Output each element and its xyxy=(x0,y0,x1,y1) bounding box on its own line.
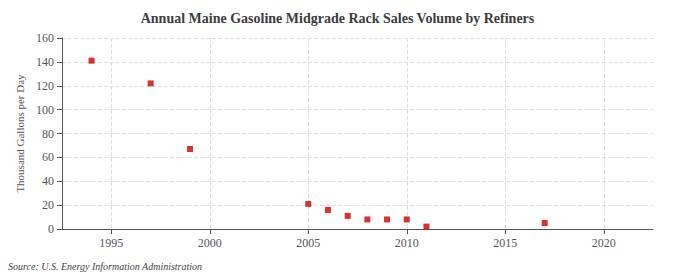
svg-text:2005: 2005 xyxy=(296,236,320,250)
svg-text:40: 40 xyxy=(42,174,54,188)
svg-text:140: 140 xyxy=(36,55,54,69)
svg-text:1995: 1995 xyxy=(99,236,123,250)
svg-text:2015: 2015 xyxy=(493,236,517,250)
svg-text:80: 80 xyxy=(42,127,54,141)
svg-text:2010: 2010 xyxy=(395,236,419,250)
svg-text:2000: 2000 xyxy=(198,236,222,250)
svg-text:20: 20 xyxy=(42,198,54,212)
svg-text:Annual Maine Gasoline Midgrade: Annual Maine Gasoline Midgrade Rack Sale… xyxy=(141,11,535,26)
svg-text:160: 160 xyxy=(36,31,54,45)
svg-text:Source: U.S. Energy Informatio: Source: U.S. Energy Information Administ… xyxy=(8,261,202,272)
svg-text:100: 100 xyxy=(36,103,54,117)
svg-text:2020: 2020 xyxy=(592,236,616,250)
svg-text:120: 120 xyxy=(36,79,54,93)
svg-text:0: 0 xyxy=(48,222,54,236)
svg-text:Thousand Gallons per Day: Thousand Gallons per Day xyxy=(14,74,26,193)
svg-text:60: 60 xyxy=(42,150,54,164)
